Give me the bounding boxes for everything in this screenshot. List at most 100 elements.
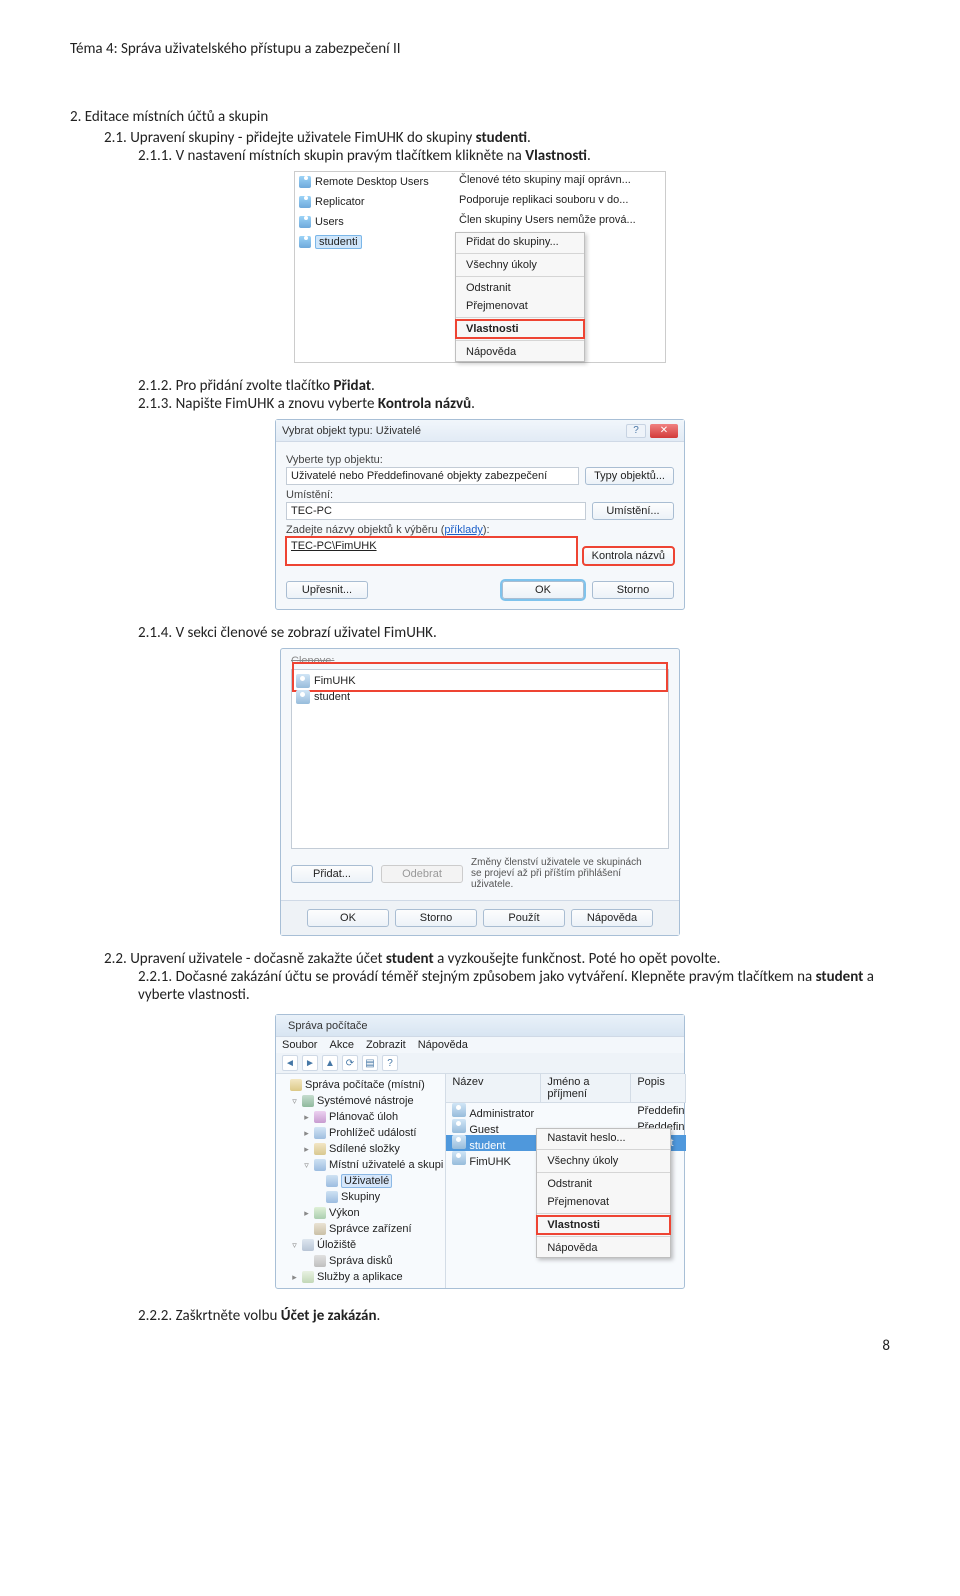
help-icon[interactable]: ?: [626, 424, 646, 438]
cancel-button[interactable]: Storno: [592, 581, 674, 599]
tree-item[interactable]: Správa disků: [329, 1255, 393, 1267]
window-title: Správa počítače: [288, 1020, 368, 1032]
expand-icon[interactable]: ▸: [302, 1208, 311, 1219]
num: 2.2.: [104, 950, 127, 968]
expand-icon[interactable]: ▸: [302, 1144, 311, 1155]
cancel-button[interactable]: Storno: [395, 909, 477, 927]
member-name[interactable]: student: [314, 691, 350, 703]
tree-item[interactable]: Sdílené složky: [329, 1143, 400, 1155]
menu-item[interactable]: Nápověda: [456, 343, 584, 361]
group-icon: [299, 196, 311, 208]
up-icon[interactable]: ▲: [322, 1055, 338, 1071]
menu-item[interactable]: Soubor: [282, 1039, 317, 1051]
tree-item[interactable]: Uživatelé: [341, 1174, 392, 1188]
section-2-2: 2.2. Upravení uživatele - dočasně zakažt…: [104, 950, 890, 968]
tool-bar[interactable]: ◄ ► ▲ ⟳ ▤ ?: [276, 1053, 684, 1074]
num: 2.2.1.: [138, 968, 172, 986]
ok-button[interactable]: OK: [502, 581, 584, 599]
remove-button: Odebrat: [381, 865, 463, 883]
column-header[interactable]: Název: [446, 1074, 541, 1102]
tree-icon: [314, 1143, 326, 1155]
nav-tree[interactable]: Správa počítače (místní) ▿ Systémové nástr…: [276, 1074, 446, 1288]
menu-item[interactable]: Nápověda: [418, 1039, 468, 1051]
menu-item[interactable]: Vlastnosti: [537, 1216, 670, 1234]
tree-icon: [314, 1127, 326, 1139]
page-header: Téma 4: Správa uživatelského přístupu a …: [70, 40, 890, 58]
user-list[interactable]: NázevJméno a příjmeníPopis Administrator…: [446, 1074, 686, 1288]
tree-item[interactable]: Plánovač úloh: [329, 1111, 398, 1123]
note-text: Změny členství uživatele ve skupinách se…: [471, 857, 651, 890]
help-icon[interactable]: ?: [382, 1055, 398, 1071]
screenshot-select-objects-dialog: Vybrat objekt typu: Uživatelé ? ✕ Vybert…: [275, 419, 685, 610]
object-types-button[interactable]: Typy objektů...: [585, 467, 674, 485]
menu-item[interactable]: Odstranit: [537, 1175, 670, 1193]
menu-item[interactable]: Akce: [329, 1039, 353, 1051]
num: 2.2.2.: [138, 1307, 172, 1325]
forward-icon[interactable]: ►: [302, 1055, 318, 1071]
expand-icon[interactable]: ▿: [302, 1160, 311, 1171]
selected-group[interactable]: studenti: [315, 235, 362, 249]
refresh-icon[interactable]: ⟳: [342, 1055, 358, 1071]
group-name[interactable]: Users: [315, 216, 344, 228]
user-icon: [452, 1151, 466, 1165]
menu-item[interactable]: Přejmenovat: [537, 1193, 670, 1211]
tree-item[interactable]: Úložiště: [317, 1239, 356, 1251]
tree-item[interactable]: Místní uživatelé a skupi: [329, 1159, 443, 1171]
expand-icon[interactable]: ▸: [302, 1112, 311, 1123]
back-icon[interactable]: ◄: [282, 1055, 298, 1071]
table-row[interactable]: AdministratorPředdefin: [446, 1103, 686, 1119]
text: .: [587, 147, 591, 165]
member-name[interactable]: FimUHK: [314, 675, 356, 687]
menu-item[interactable]: Zobrazit: [366, 1039, 406, 1051]
expand-icon[interactable]: ▸: [302, 1128, 311, 1139]
tree-icon: [314, 1111, 326, 1123]
members-list[interactable]: FimUHK student: [291, 669, 669, 849]
advanced-button[interactable]: Upřesnit...: [286, 581, 368, 599]
text: Upravení skupiny - přidejte uživatele Fi…: [130, 129, 475, 147]
location-field: TEC-PC: [286, 502, 586, 520]
tree-item[interactable]: Správce zařízení: [329, 1223, 412, 1235]
menu-item[interactable]: Nastavit heslo...: [537, 1129, 670, 1147]
names-input[interactable]: TEC-PC\FimUHK: [286, 537, 577, 565]
ok-button[interactable]: OK: [307, 909, 389, 927]
tree-item[interactable]: Prohlížeč událostí: [329, 1127, 416, 1139]
menu-item[interactable]: Přidat do skupiny...: [456, 233, 584, 251]
context-menu: Přidat do skupiny... Všechny úkoly Odstran…: [455, 232, 585, 362]
expand-icon[interactable]: ▿: [290, 1096, 299, 1107]
text: Napište FimUHK a znovu vyberte: [176, 395, 378, 413]
text: .: [371, 377, 375, 395]
add-button[interactable]: Přidat...: [291, 865, 373, 883]
menu-item[interactable]: Všechny úkoly: [537, 1152, 670, 1170]
tree-item[interactable]: Výkon: [329, 1207, 360, 1219]
tree-item[interactable]: Skupiny: [341, 1191, 380, 1203]
expand-icon[interactable]: ▿: [290, 1240, 299, 1251]
num: 2.: [70, 108, 81, 126]
page-number: 8: [70, 1337, 890, 1355]
tree-icon: [314, 1207, 326, 1219]
menu-bar[interactable]: Soubor Akce Zobrazit Nápověda: [276, 1037, 684, 1053]
screenshot-context-menu: Remote Desktop UsersČlenové této skupiny…: [294, 171, 666, 363]
check-names-button[interactable]: Kontrola názvů: [583, 547, 674, 565]
help-button[interactable]: Nápověda: [571, 909, 653, 927]
menu-item[interactable]: Přejmenovat: [456, 297, 584, 315]
tree-item[interactable]: Služby a aplikace: [317, 1271, 403, 1283]
tree-item[interactable]: Správa počítače (místní): [305, 1079, 425, 1091]
close-icon[interactable]: ✕: [650, 424, 678, 438]
props-icon[interactable]: ▤: [362, 1055, 378, 1071]
menu-item[interactable]: Vlastnosti: [456, 320, 584, 338]
location-button[interactable]: Umístění...: [592, 502, 674, 520]
apply-button[interactable]: Použít: [483, 909, 565, 927]
menu-item[interactable]: Všechny úkoly: [456, 256, 584, 274]
expand-icon[interactable]: ▸: [290, 1272, 299, 1283]
menu-item[interactable]: Odstranit: [456, 279, 584, 297]
column-header[interactable]: Popis: [631, 1074, 686, 1102]
label-location: Umístění:: [286, 489, 674, 501]
tree-item[interactable]: Systémové nástroje: [317, 1095, 414, 1107]
examples-link[interactable]: příklady: [444, 524, 483, 536]
column-header[interactable]: Jméno a příjmení: [541, 1074, 631, 1102]
menu-item[interactable]: Nápověda: [537, 1239, 670, 1257]
group-name[interactable]: Replicator: [315, 196, 365, 208]
group-name[interactable]: Remote Desktop Users: [315, 176, 429, 188]
num: 2.1.2.: [138, 377, 172, 395]
bold: Vlastnosti: [525, 147, 587, 165]
